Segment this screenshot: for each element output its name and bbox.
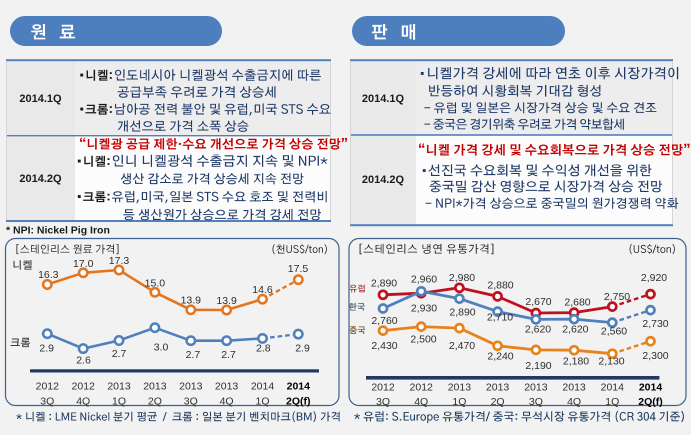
svg-text:2.7: 2.7 [186,349,201,361]
svg-text:2014: 2014 [601,381,625,393]
svg-text:1Q: 1Q [112,395,126,407]
svg-text:2014.2Q: 2014.2Q [362,174,405,186]
svg-text:2Q(f): 2Q(f) [638,396,663,408]
svg-text:2014: 2014 [639,381,663,393]
svg-text:2,880: 2,880 [487,280,513,292]
svg-text:2,960: 2,960 [411,274,437,286]
svg-text:17.0: 17.0 [73,258,94,270]
svg-text:1Q: 1Q [255,395,269,407]
svg-text:17.3: 17.3 [109,255,130,267]
svg-text:2,750: 2,750 [604,291,630,303]
svg-text:3Q: 3Q [40,395,54,407]
svg-text:2Q: 2Q [491,396,505,408]
svg-text:2012: 2012 [72,380,96,392]
svg-text:2,930: 2,930 [411,303,437,315]
svg-text:2014.2Q: 2014.2Q [19,173,62,185]
svg-text:2013: 2013 [562,381,586,393]
svg-text:2,130: 2,130 [598,356,624,368]
svg-text:2,190: 2,190 [525,360,551,372]
svg-text:2014: 2014 [287,380,311,392]
svg-text:1Q: 1Q [605,396,619,408]
svg-text:2012: 2012 [36,380,60,392]
svg-text:13.9: 13.9 [216,295,237,307]
svg-text:2,560: 2,560 [601,326,627,338]
svg-text:* NPI: Nickel Pig Iron: * NPI: Nickel Pig Iron [6,225,110,237]
svg-text:2.7: 2.7 [221,349,236,361]
svg-text:2014.1Q: 2014.1Q [19,93,62,105]
svg-text:1Q: 1Q [452,396,466,408]
svg-text:2,240: 2,240 [487,351,513,363]
svg-text:2.9: 2.9 [295,343,310,355]
svg-text:2,680: 2,680 [564,297,590,309]
svg-text:2013: 2013 [448,381,472,393]
svg-text:2013: 2013 [486,381,510,393]
svg-text:2013: 2013 [524,381,548,393]
svg-text:4Q: 4Q [76,395,90,407]
svg-text:2Q: 2Q [148,395,162,407]
svg-text:2,300: 2,300 [642,350,668,362]
svg-text:3Q: 3Q [184,395,198,407]
svg-text:2013: 2013 [179,380,203,392]
svg-text:2,470: 2,470 [449,340,475,352]
svg-text:2014.1Q: 2014.1Q [362,93,405,105]
svg-text:2,890: 2,890 [449,307,475,319]
svg-text:2013: 2013 [143,380,167,392]
svg-text:4Q: 4Q [567,396,581,408]
svg-text:2,980: 2,980 [449,272,475,284]
svg-text:2,730: 2,730 [642,318,668,330]
svg-text:4Q: 4Q [220,395,234,407]
svg-text:16.3: 16.3 [38,269,59,281]
svg-text:2,710: 2,710 [487,312,513,324]
svg-text:2,670: 2,670 [525,296,551,308]
svg-text:3Q: 3Q [376,396,390,408]
svg-text:17.5: 17.5 [288,263,309,275]
svg-text:2,500: 2,500 [410,334,436,346]
svg-text:2,620: 2,620 [562,324,588,336]
svg-text:2,430: 2,430 [371,340,397,352]
svg-text:2013: 2013 [215,380,239,392]
svg-text:2,620: 2,620 [525,324,551,336]
svg-text:2012: 2012 [410,381,434,393]
svg-text:2.7: 2.7 [112,348,127,360]
svg-text:2013: 2013 [107,380,131,392]
svg-text:14.6: 14.6 [252,284,273,296]
svg-text:15.0: 15.0 [145,277,166,289]
svg-text:2.6: 2.6 [76,355,91,367]
svg-text:2.8: 2.8 [256,343,271,355]
svg-text:2Q(f): 2Q(f) [286,395,311,407]
svg-text:2,890: 2,890 [371,278,397,290]
svg-text:2.9: 2.9 [39,343,54,355]
svg-text:2,760: 2,760 [371,315,397,327]
svg-text:3.0: 3.0 [154,342,169,354]
svg-text:4Q: 4Q [414,396,428,408]
svg-text:2,180: 2,180 [563,356,589,368]
svg-text:13.9: 13.9 [181,295,202,307]
svg-text:3Q: 3Q [529,396,543,408]
svg-text:2014: 2014 [251,380,275,392]
svg-text:2,920: 2,920 [641,272,667,284]
svg-text:2012: 2012 [371,381,395,393]
